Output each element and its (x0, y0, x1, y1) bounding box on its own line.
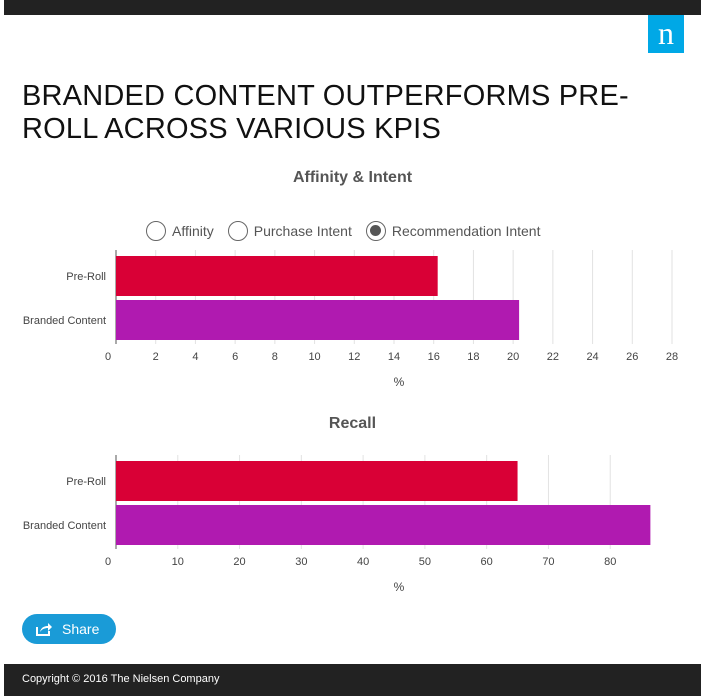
bar-branded-content (116, 505, 651, 545)
x-tick-label: 10 (308, 351, 320, 363)
chart-title-recall: Recall (328, 415, 377, 432)
toggle-purchase-intent[interactable]: Purchase Intent (227, 221, 352, 241)
toggle-affinity[interactable]: Affinity (146, 221, 214, 241)
bar-branded-content (116, 300, 520, 340)
toggle-purchase-intent-label: Purchase Intent (253, 223, 352, 239)
toggle-affinity-label: Affinity (172, 223, 214, 239)
x-tick-label: 26 (626, 351, 638, 363)
radio-purchase-intent-icon[interactable] (227, 221, 248, 241)
y-category-label: Branded Content (23, 520, 106, 532)
x-tick-label: 2 (153, 351, 159, 363)
x-tick-label: 14 (388, 351, 400, 363)
x-tick-label: 50 (419, 556, 431, 568)
x-tick-label: 18 (467, 351, 479, 363)
x-tick-label: 28 (666, 351, 678, 363)
x-tick-label: 10 (172, 556, 184, 568)
x-tick-label: 0 (105, 351, 111, 363)
chart-title-affinity: Affinity & Intent (292, 169, 413, 186)
y-category-label: Pre-Roll (66, 476, 106, 488)
affinity-intent-chart: 0 2 4 6 8 10 12 14 16 18 20 22 24 26 28Pre-RollBranded… (23, 250, 678, 389)
metric-toggle-group: Affinity Purchase Intent Recommendation … (146, 219, 554, 243)
y-category-label: Branded Content (23, 315, 106, 327)
x-tick-label: 16 (428, 351, 440, 363)
x-tick-label: 20 (233, 556, 245, 568)
x-tick-label: 4 (192, 351, 198, 363)
x-tick-label: 20 (507, 351, 519, 363)
share-button-label: Share (62, 621, 100, 637)
y-category-label: Pre-Roll (66, 271, 106, 283)
recall-chart: 0 10 20 30 40 50 60 70 80 Pre-Roll Branded Content… (23, 455, 651, 594)
x-tick-label: 60 (481, 556, 493, 568)
share-button[interactable]: Share (22, 614, 116, 644)
x-tick-label: 40 (357, 556, 369, 568)
x-tick-label: 80 (604, 556, 616, 568)
toggle-recommendation-intent-label: Recommendation Intent (391, 223, 541, 239)
x-tick-label: 8 (272, 351, 278, 363)
bar-pre-roll (116, 461, 518, 501)
radio-affinity-icon[interactable] (146, 221, 166, 241)
x-axis-label: % (394, 375, 405, 389)
x-axis-label: % (394, 580, 405, 594)
x-tick-label: 22 (547, 351, 559, 363)
x-tick-label: 24 (586, 351, 598, 363)
toggle-recommendation-intent[interactable]: Recommendation Intent (365, 221, 541, 241)
x-tick-label: 70 (542, 556, 554, 568)
x-tick-label: 6 (232, 351, 238, 363)
radio-recommendation-intent-icon[interactable] (365, 221, 386, 241)
page-title: BRANDED CONTENT OUTPERFORMS PRE-ROLL ACR… (22, 80, 629, 145)
x-tick-label: 0 (105, 556, 111, 568)
bar-pre-roll (116, 256, 438, 296)
top-bar (4, 0, 701, 15)
x-tick-label: 30 (295, 556, 307, 568)
footer-copyright: Copyright © 2016 The Nielsen Company (22, 673, 220, 685)
x-tick-label: 12 (348, 351, 360, 363)
nielsen-logo: n (648, 15, 684, 53)
footer: Copyright © 2016 The Nielsen Company (4, 664, 701, 696)
logo-letter: n (658, 15, 674, 51)
share-icon (36, 623, 52, 636)
